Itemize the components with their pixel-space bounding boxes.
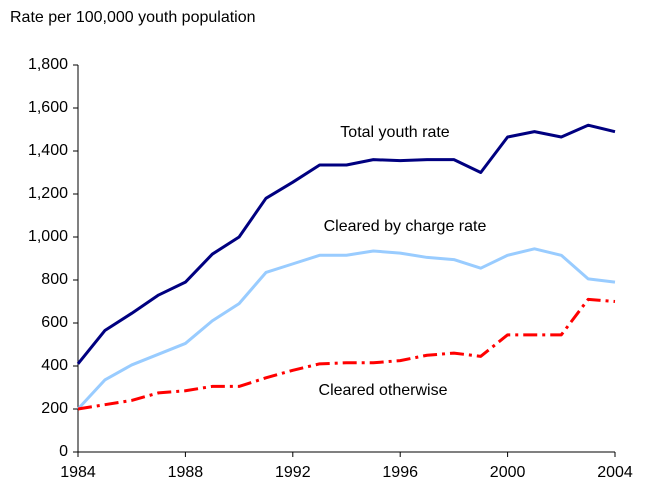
series-line bbox=[76, 247, 616, 411]
y-tick-label: 1,800 bbox=[28, 56, 68, 73]
y-tick-label: 1,200 bbox=[28, 185, 68, 202]
series-line bbox=[77, 297, 616, 411]
y-tick-label: 400 bbox=[41, 357, 68, 374]
series-label: Total youth rate bbox=[340, 124, 450, 141]
y-tick-label: 800 bbox=[41, 271, 68, 288]
x-tick-label: 1984 bbox=[60, 464, 96, 481]
x-tick-label: 1996 bbox=[382, 464, 418, 481]
x-tick-label: 2004 bbox=[597, 464, 633, 481]
series-label: Cleared otherwise bbox=[319, 382, 448, 399]
y-tick-label: 1,000 bbox=[28, 228, 68, 245]
x-tick-label: 1988 bbox=[168, 464, 204, 481]
y-tick-label: 1,600 bbox=[28, 99, 68, 116]
y-axis-label: Rate per 100,000 youth population bbox=[10, 9, 256, 26]
y-tick-label: 0 bbox=[59, 443, 68, 460]
x-tick-label: 2000 bbox=[490, 464, 526, 481]
x-tick-label: 1992 bbox=[275, 464, 311, 481]
y-tick-label: 600 bbox=[41, 314, 68, 331]
series-label: Cleared by charge rate bbox=[324, 218, 487, 235]
y-tick-label: 200 bbox=[41, 400, 68, 417]
series-line bbox=[76, 123, 616, 365]
y-tick-label: 1,400 bbox=[28, 142, 68, 159]
